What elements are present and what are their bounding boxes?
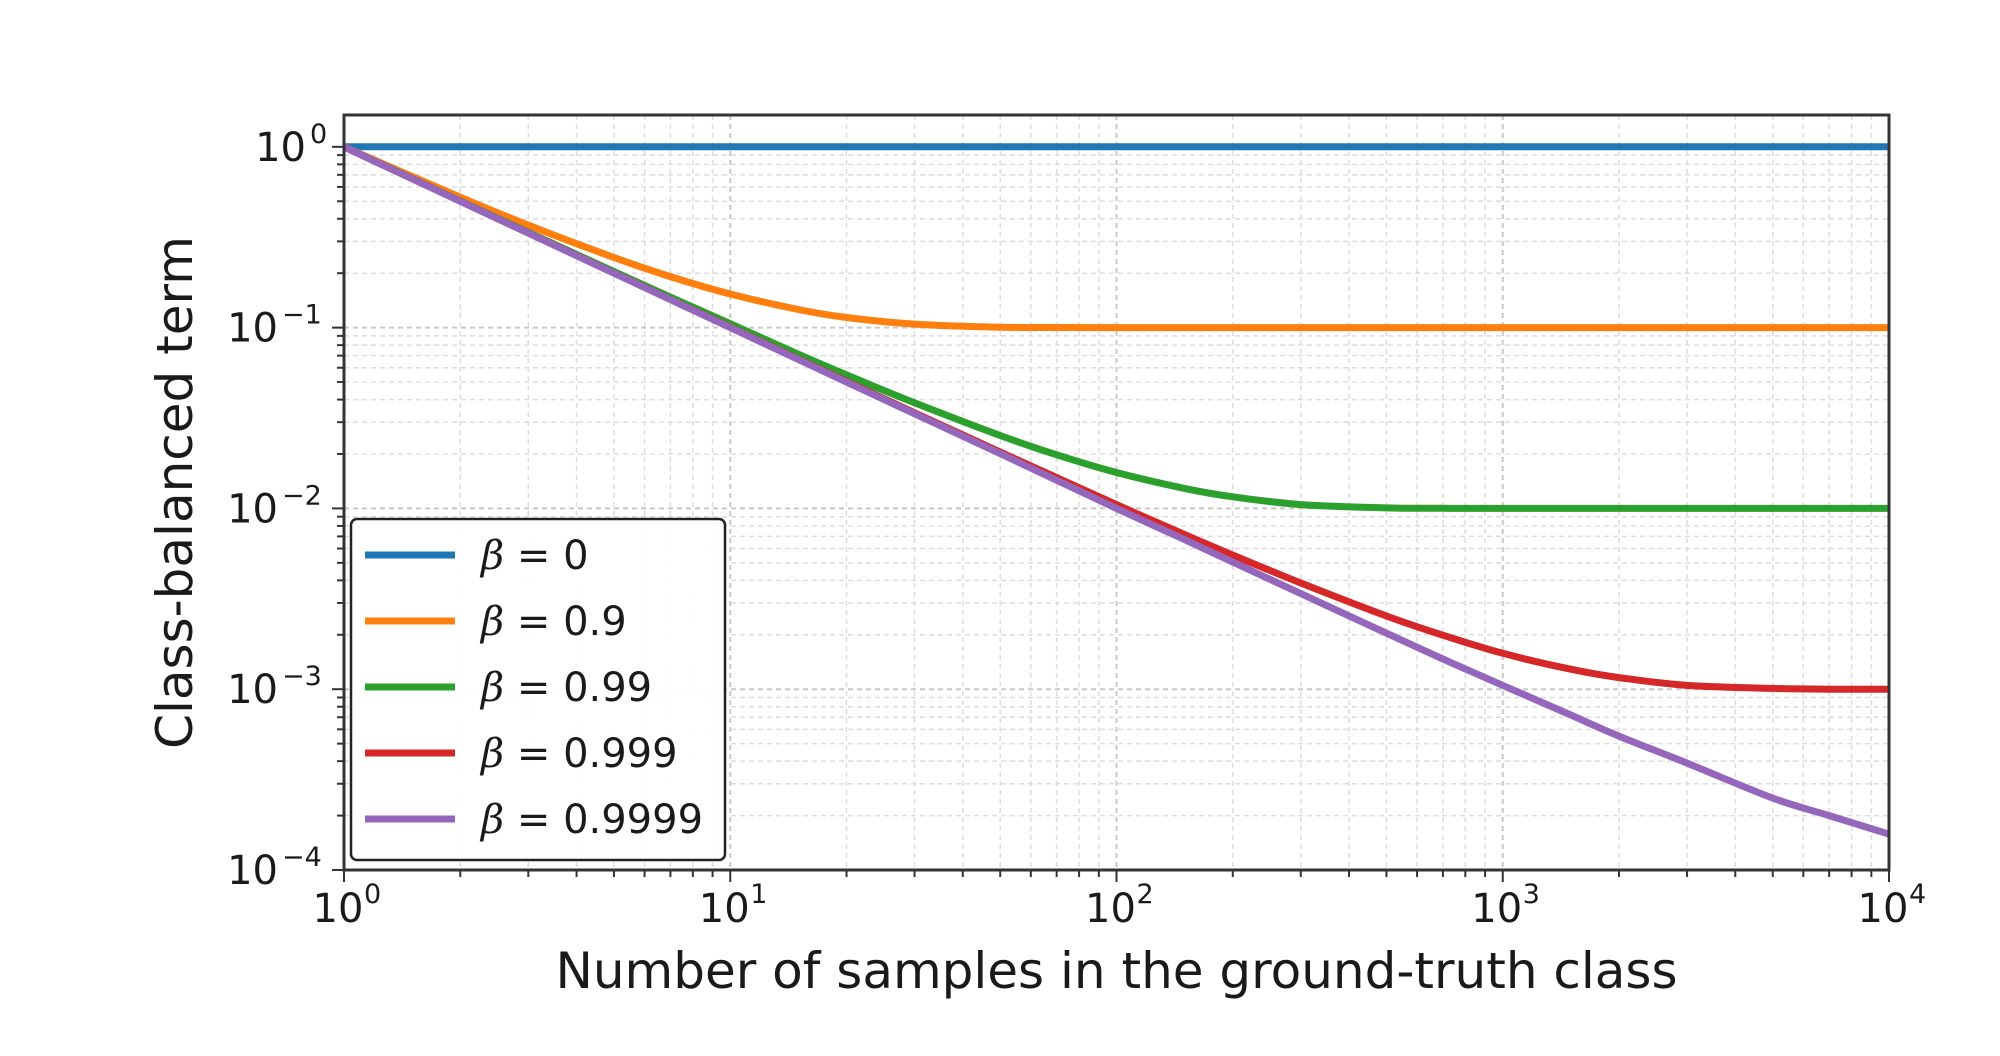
legend-item: β = 0.99	[365, 665, 652, 711]
x-tick-label: 10 3	[1471, 879, 1540, 932]
svg-text:10: 10	[699, 886, 750, 932]
x-tick-label: 10 2	[1085, 879, 1154, 932]
legend-box	[349, 517, 727, 862]
x-tick-label: 10 0	[313, 879, 382, 932]
svg-text:10: 10	[313, 886, 364, 932]
series-line-4	[342, 143, 1891, 838]
svg-text:10: 10	[1471, 886, 1522, 932]
legend-label: β = 0.9999	[479, 797, 703, 843]
series-lines	[342, 143, 1891, 838]
svg-text:−3: −3	[282, 661, 322, 692]
legend-label: β = 0.99	[479, 665, 652, 711]
ticks	[332, 145, 1890, 882]
svg-text:−2: −2	[282, 480, 322, 511]
legend: β = 0 β = 0.9 β = 0.99 β = 0.999 β = 0.9999	[349, 517, 727, 862]
y-tick-label: 10 −1	[227, 300, 322, 352]
svg-text:10: 10	[227, 848, 278, 894]
svg-text:0: 0	[364, 879, 381, 910]
svg-text:10: 10	[227, 306, 278, 352]
legend-item: β = 0.9	[365, 599, 627, 645]
legend-label: β = 0.9	[479, 599, 627, 645]
x-axis-title: Number of samples in the ground-truth cl…	[555, 942, 1677, 1000]
y-axis-title: Class-balanced term	[146, 236, 204, 749]
series-line-1	[342, 143, 1889, 332]
legend-item: β = 0.999	[365, 731, 678, 777]
x-tick-label: 10 1	[699, 879, 768, 932]
y-tick-label: 10 0	[255, 119, 327, 171]
svg-text:1: 1	[750, 879, 767, 910]
svg-text:2: 2	[1137, 879, 1154, 910]
svg-text:10: 10	[1085, 886, 1136, 932]
legend-item: β = 0	[365, 533, 589, 579]
y-tick-label: 10 −4	[227, 842, 322, 894]
svg-text:3: 3	[1523, 879, 1540, 910]
svg-text:10: 10	[1858, 886, 1909, 932]
svg-text:−4: −4	[282, 842, 322, 873]
svg-text:10: 10	[255, 125, 306, 171]
svg-text:10: 10	[227, 486, 278, 532]
y-tick-label: 10 −3	[227, 661, 322, 713]
svg-text:4: 4	[1909, 879, 1926, 910]
x-tick-labels: 10 0 10 1 10 2 10 3 10 4	[313, 879, 1927, 932]
svg-text:−1: −1	[282, 300, 322, 331]
legend-item: β = 0.9999	[365, 797, 703, 843]
svg-text:0: 0	[310, 119, 327, 150]
legend-label: β = 0	[479, 533, 589, 579]
y-tick-label: 10 −2	[227, 480, 322, 532]
x-tick-label: 10 4	[1858, 879, 1927, 932]
svg-text:10: 10	[227, 667, 278, 713]
legend-label: β = 0.999	[479, 731, 678, 777]
